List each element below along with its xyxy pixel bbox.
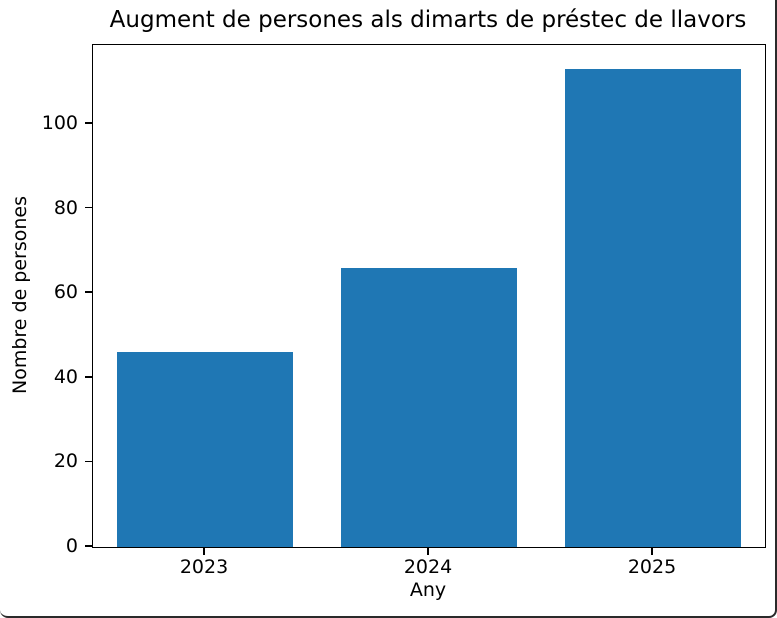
y-tick-label: 0	[65, 535, 78, 557]
y-tick-mark	[85, 206, 92, 209]
chart-title: Augment de persones als dimarts de prést…	[109, 7, 747, 33]
y-tick-mark	[85, 460, 92, 463]
y-tick-label: 80	[53, 196, 78, 219]
y-tick-mark	[85, 376, 92, 378]
x-tick-mark	[203, 548, 205, 555]
y-tick-mark	[85, 291, 92, 293]
x-tick-label: 2025	[627, 556, 677, 578]
x-axis-label: Any	[409, 579, 447, 601]
x-tick-mark	[651, 548, 653, 555]
x-tick-label: 2024	[403, 556, 453, 578]
y-tick-label: 40	[53, 365, 78, 388]
y-tick-mark	[85, 122, 92, 124]
y-tick-label: 20	[53, 450, 78, 473]
bar-2023	[117, 352, 293, 547]
bar-2025	[565, 68, 741, 547]
y-tick-label: 60	[53, 281, 78, 304]
plot-area	[92, 44, 766, 548]
x-tick-label: 2023	[179, 556, 229, 578]
y-tick-label: 100	[41, 111, 78, 134]
y-tick-mark	[85, 545, 92, 547]
x-tick-mark	[427, 548, 429, 555]
bar-2024	[341, 267, 517, 547]
